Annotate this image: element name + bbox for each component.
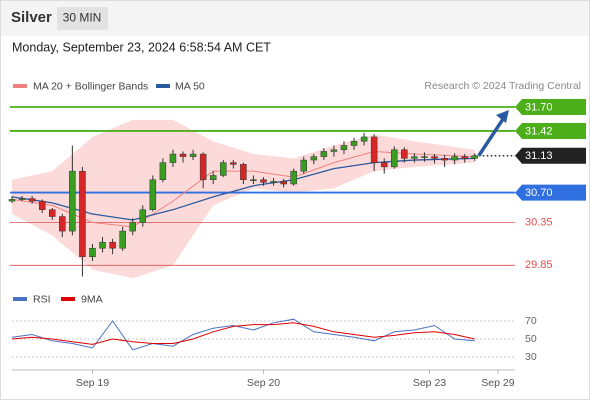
legend-swatch	[13, 84, 27, 88]
candle-body	[280, 181, 287, 185]
level-label: 31.42	[525, 125, 553, 137]
legend-swatch	[156, 84, 170, 88]
y-tick-label: 50	[525, 333, 537, 345]
chart-title: Silver	[11, 9, 52, 26]
candle-body	[89, 247, 96, 258]
candle-body	[360, 136, 368, 142]
candle-body	[79, 170, 86, 258]
candle-body	[149, 179, 157, 210]
legend-label: RSI	[33, 293, 51, 305]
candle-body	[240, 164, 247, 180]
level-label: 30.35	[525, 216, 553, 228]
candle-body	[340, 145, 348, 151]
candle-body	[139, 209, 147, 223]
projection-arrow	[477, 115, 507, 157]
bollinger-band	[12, 119, 475, 279]
candle-body	[270, 181, 277, 183]
timestamp: Monday, September 23, 2024 6:58:54 AM CE…	[12, 40, 271, 54]
candle-body	[370, 136, 378, 163]
candle-body	[380, 162, 388, 168]
candle-body	[471, 155, 479, 159]
indicator-line	[11, 318, 475, 351]
x-tick-label: Sep 20	[247, 377, 280, 389]
candle-body	[300, 159, 307, 172]
ma50-line	[11, 157, 475, 221]
candle-body	[28, 198, 36, 202]
candle-body	[109, 241, 116, 249]
candle-body	[169, 153, 177, 163]
candle-body	[391, 149, 398, 168]
candle-body	[220, 162, 227, 176]
candle-body	[48, 209, 56, 217]
level-label: 29.85	[525, 259, 553, 271]
credit: Research © 2024 Trading Central	[424, 80, 581, 92]
candle-body	[8, 199, 16, 202]
level-box	[515, 98, 586, 115]
candle-body	[350, 140, 358, 146]
legend-label: 9MA	[81, 293, 103, 305]
candle-body	[250, 179, 257, 181]
candle-body	[451, 156, 458, 161]
candle-body	[320, 151, 328, 157]
candle-body	[260, 179, 267, 183]
x-tick-label: Sep 29	[481, 377, 514, 389]
candle-body	[441, 158, 448, 161]
indicator-line	[11, 322, 475, 345]
candle-body	[179, 153, 187, 157]
level-label: 31.13	[525, 150, 553, 162]
level-box	[515, 184, 586, 201]
candle-body	[290, 170, 297, 185]
candle-body	[69, 170, 76, 232]
candle-body	[59, 216, 66, 232]
candle-body	[421, 156, 428, 158]
candle-body	[461, 156, 468, 159]
candle-body	[119, 230, 126, 249]
projection-arrowhead	[496, 109, 509, 123]
level-label: 31.70	[525, 101, 553, 113]
legend-swatch	[61, 297, 75, 301]
level-box	[515, 122, 586, 139]
candle-body	[18, 198, 26, 200]
candle-body	[209, 175, 217, 180]
candle-body	[129, 222, 136, 232]
candle-body	[99, 241, 106, 249]
interval-button[interactable]	[57, 7, 108, 30]
candle-body	[310, 156, 318, 161]
candle-body	[38, 200, 46, 210]
x-tick-label: Sep 23	[413, 377, 446, 389]
candle-body	[411, 156, 418, 159]
candle-body	[431, 156, 438, 159]
ma20-line	[11, 150, 475, 228]
legend-label: MA 20 + Bollinger Bands	[33, 80, 148, 92]
level-label: 30.70	[525, 187, 553, 199]
x-tick-label: Sep 19	[76, 377, 109, 389]
y-tick-label: 30	[525, 351, 537, 363]
interval-label[interactable]: 30 MIN	[63, 11, 102, 25]
candle-body	[330, 149, 338, 152]
candle-body	[401, 149, 408, 159]
candle-body	[189, 153, 197, 157]
candle-body	[199, 153, 207, 180]
candle-body	[230, 162, 237, 165]
y-tick-label: 70	[525, 315, 537, 327]
candle-body	[159, 162, 167, 180]
legend-label: MA 50	[175, 80, 205, 92]
legend-swatch	[13, 297, 27, 301]
level-box	[515, 147, 586, 164]
